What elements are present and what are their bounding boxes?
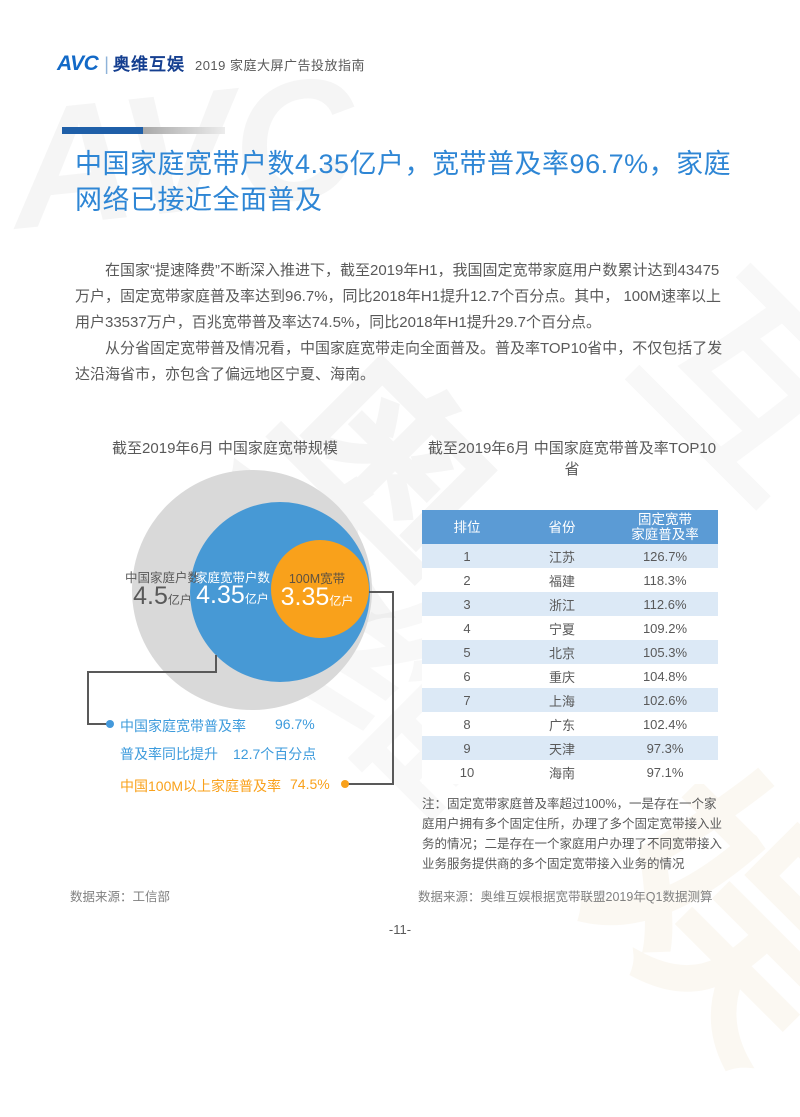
table-header-row: 排位 省份 固定宽带 家庭普及率 (422, 510, 718, 544)
cell-rank: 6 (463, 668, 471, 684)
venn-chart-title: 截至2019年6月 中国家庭宽带规模 (112, 440, 338, 457)
callout-100m-penetration: 中国100M以上家庭普及率 74.5% (120, 776, 410, 796)
blue-connector-line (215, 655, 217, 672)
cell-rate: 102.4% (642, 716, 688, 732)
table-row: 7 上海 102.6% (422, 688, 718, 712)
brand-name: 奥维互娱 (112, 55, 185, 74)
ring-value-100m: 3.35亿户 (257, 583, 377, 612)
cell-rate: 112.6% (643, 596, 687, 612)
callout-penetration: 中国家庭宽带普及率 96.7% (120, 716, 410, 736)
ring-label-100m: 100M宽带 (288, 572, 346, 586)
ring-value-total: 4.5亿户 (100, 582, 225, 611)
cell-province: 福建 (548, 573, 575, 589)
ring-value-100m-unit: 亿户 (329, 594, 354, 608)
header-rank: 排位 (422, 510, 512, 544)
callout-100m-label: 中国100M以上家庭普及率 (120, 778, 282, 794)
blue-connector-line (87, 671, 217, 673)
decoration-bar-gray (143, 127, 225, 134)
circle-100m-broadband (271, 540, 369, 638)
data-source-left: 数据来源：工信部 (70, 890, 171, 904)
cell-rank: 4 (463, 620, 471, 636)
orange-connector-dot (341, 780, 349, 788)
table-row: 9 天津 97.3% (422, 736, 718, 760)
body-text: 在国家“提速降费”不断深入推进下，截至2019年H1，我国固定宽带家庭用户数累计… (75, 258, 733, 388)
table-row: 3 浙江 112.6% (422, 592, 718, 616)
data-source-right: 数据来源：奥维互娱根据宽带联盟2019年Q1数据测算 (418, 890, 713, 904)
ring-value-total-num: 4.5 (133, 582, 168, 610)
title-decoration-bar (62, 127, 225, 134)
cell-rank: 3 (463, 596, 471, 612)
cell-province: 重庆 (548, 669, 575, 685)
table-row: 6 重庆 104.8% (422, 664, 718, 688)
decoration-bar-blue (62, 127, 143, 134)
callout-100m-value: 74.5% (290, 776, 330, 792)
cell-rank: 8 (463, 716, 471, 732)
table-row: 1 江苏 126.7% (422, 544, 718, 568)
orange-connector-line (392, 591, 394, 784)
cell-rank: 10 (459, 764, 475, 780)
cell-rate: 109.2% (642, 620, 688, 636)
ring-label-broadband: 家庭宽带户数 (194, 571, 270, 585)
cell-rank: 2 (463, 572, 471, 588)
top10-province-table: 排位 省份 固定宽带 家庭普及率 1 江苏 126.7% 2 福建 118.3%… (422, 510, 718, 784)
cell-province: 江苏 (548, 549, 575, 565)
orange-connector-line (348, 783, 394, 785)
cell-province: 上海 (548, 693, 575, 709)
cell-rank: 7 (463, 692, 471, 708)
table-row: 10 海南 97.1% (422, 760, 718, 784)
logo-separator: | (104, 54, 109, 74)
table-row: 5 北京 105.3% (422, 640, 718, 664)
header-rate: 固定宽带 家庭普及率 (612, 510, 718, 544)
cell-province: 宁夏 (548, 621, 575, 637)
callout-yoy-increase: 普及率同比提升 12.7个百分点 (120, 744, 410, 764)
callout-penetration-value: 96.7% (275, 716, 315, 732)
cell-rate: 126.7% (642, 548, 688, 564)
cell-rate: 104.8% (642, 668, 688, 684)
callout-yoy-label: 普及率同比提升 (120, 746, 218, 762)
avc-logo: AVC (57, 52, 99, 75)
header-province: 省份 (512, 510, 612, 544)
cell-rate: 97.1% (646, 764, 684, 780)
orange-connector-line (369, 591, 394, 593)
table-title: 截至2019年6月 中国家庭宽带普及率TOP10省 (427, 440, 717, 478)
broadband-scale-chart: 截至2019年6月 中国家庭宽带规模 中国家庭户数 4.5亿户 家庭宽带户数 4… (60, 437, 420, 867)
top10-table-section: 截至2019年6月 中国家庭宽带普及率TOP10省 排位 省份 固定宽带 家庭普… (422, 437, 722, 874)
cell-province: 浙江 (548, 597, 575, 613)
table-note: 注：固定宽带家庭普及率超过100%，一是存在一个家庭用户拥有多个固定住所，办理了… (422, 797, 723, 871)
cell-province: 海南 (548, 765, 575, 781)
cell-province: 北京 (548, 645, 575, 661)
page-number: -11- (388, 922, 412, 937)
ring-label-total: 中国家庭户数 (124, 571, 200, 585)
ring-value-broadband-num: 4.35 (196, 581, 245, 609)
page-header: AVC | 奥维互娱 2019 家庭大屏广告投放指南 (57, 50, 365, 76)
callout-yoy-value: 12.7个百分点 (233, 746, 317, 762)
paragraph-2: 从分省固定宽带普及情况看，中国家庭宽带走向全面普及。普及率TOP10省中，不仅包… (75, 340, 723, 383)
cell-rate: 105.3% (642, 644, 688, 660)
cell-rank: 9 (463, 740, 471, 756)
blue-connector-line (87, 671, 89, 724)
report-subtitle: 2019 家庭大屏广告投放指南 (194, 58, 366, 73)
cell-rate: 118.3% (643, 572, 687, 588)
table-row: 8 广东 102.4% (422, 712, 718, 736)
table-row: 4 宁夏 109.2% (422, 616, 718, 640)
blue-connector-line (87, 723, 107, 725)
cell-province: 天津 (548, 741, 575, 757)
cell-rank: 5 (463, 644, 471, 660)
blue-connector-dot (106, 720, 114, 728)
cell-rate: 102.6% (642, 692, 688, 708)
page-title: 中国家庭宽带户数4.35亿户，宽带普及率96.7%，家庭网络已接近全面普及 (75, 149, 732, 215)
ring-value-total-unit: 亿户 (167, 593, 192, 607)
table-row: 2 福建 118.3% (422, 568, 718, 592)
cell-province: 广东 (548, 717, 575, 733)
ring-value-100m-num: 3.35 (280, 583, 330, 611)
paragraph-1: 在国家“提速降费”不断深入推进下，截至2019年H1，我国固定宽带家庭用户数累计… (75, 262, 721, 331)
cell-rank: 1 (463, 548, 471, 564)
cell-rate: 97.3% (646, 740, 684, 756)
ring-value-broadband: 4.35亿户 (170, 581, 295, 610)
callout-penetration-label: 中国家庭宽带普及率 (120, 718, 246, 734)
ring-value-broadband-unit: 亿户 (244, 592, 269, 606)
